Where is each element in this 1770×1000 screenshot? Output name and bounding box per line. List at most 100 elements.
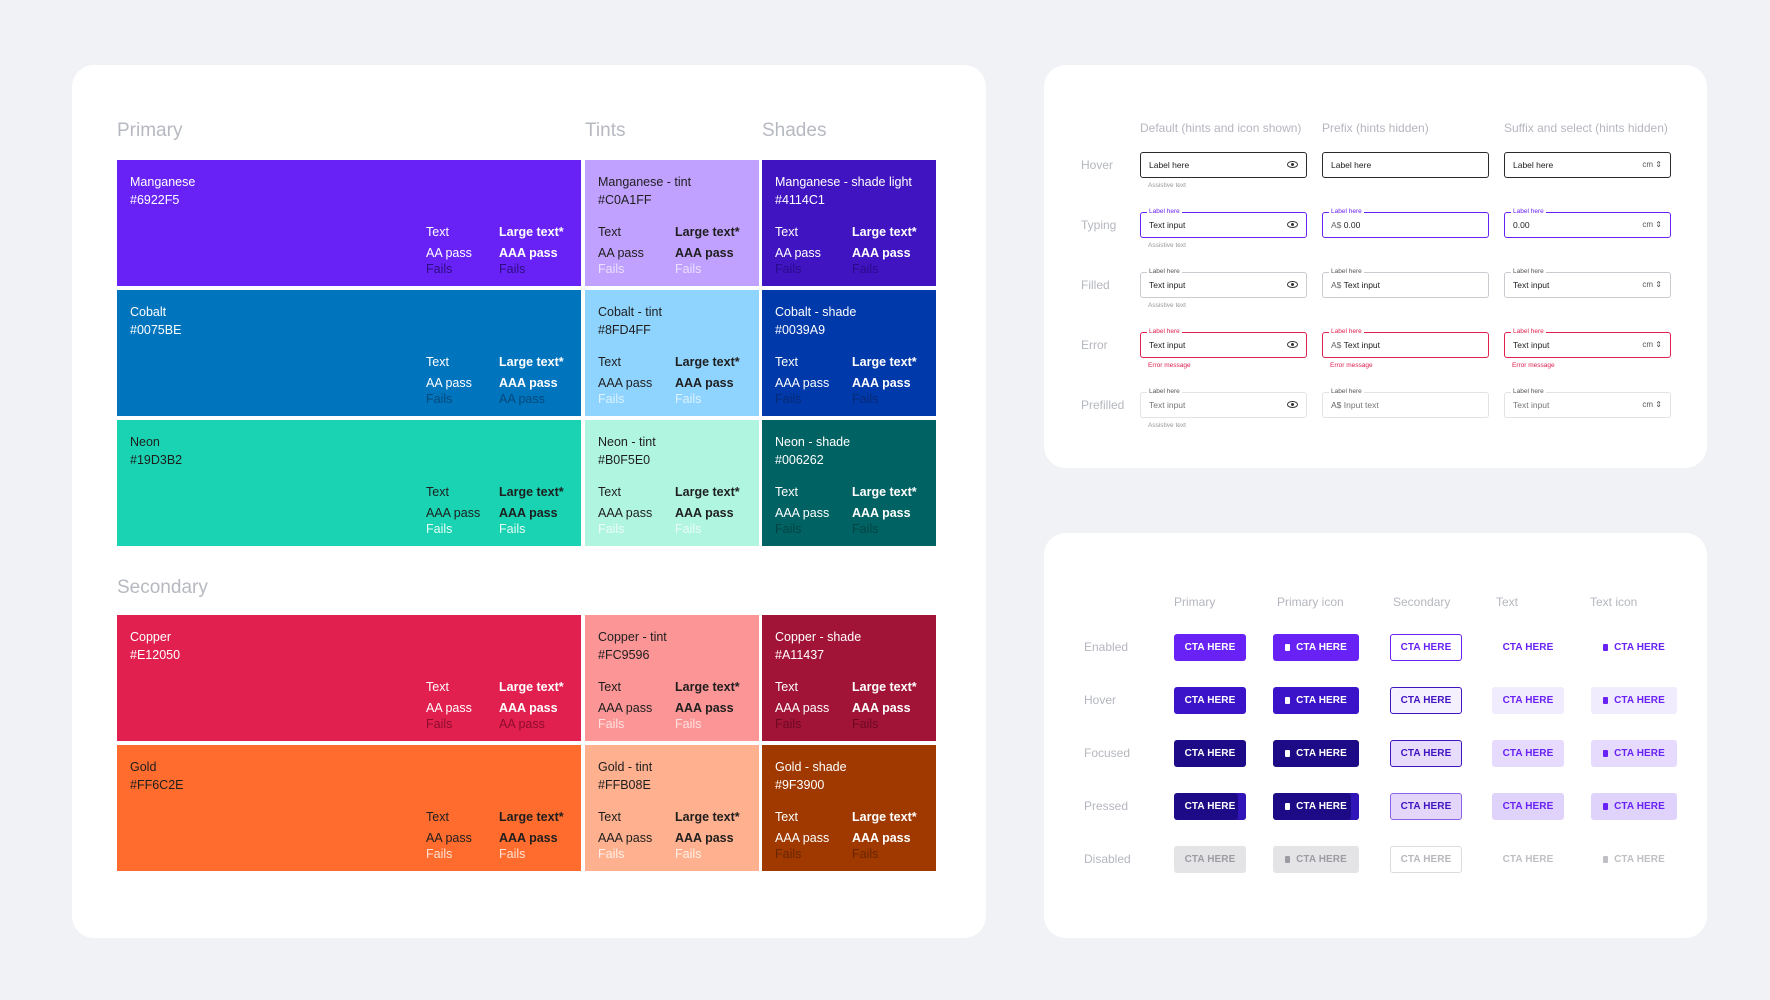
secondary-button[interactable]: CTA HERE <box>1390 687 1462 714</box>
input-state-label: Typing <box>1081 218 1117 232</box>
text-input-field[interactable]: Label here <box>1322 152 1489 178</box>
unit-select[interactable]: cm ⇕ <box>1642 400 1662 409</box>
text-input-field[interactable]: Label here A$ Text input <box>1322 268 1489 298</box>
color-swatch-gold-shade: Gold - shade #9F3900 Text Large text* AAA pa… <box>762 745 936 871</box>
primary-button[interactable]: CTA HERE <box>1174 793 1246 820</box>
contrast-large-fail: Fails <box>499 847 526 861</box>
floating-label: Label here <box>1329 268 1364 276</box>
text-icon-button[interactable]: CTA HERE <box>1591 687 1677 714</box>
primary-button[interactable]: CTA HERE <box>1174 634 1246 661</box>
contrast-header-text: Text <box>426 485 449 499</box>
button-column-header: Text icon <box>1590 595 1638 609</box>
swatch-hex: #FC9596 <box>598 648 650 662</box>
eye-icon[interactable] <box>1287 341 1298 348</box>
text-input-field[interactable]: Label here <box>1140 152 1307 178</box>
primary-icon-button[interactable]: CTA HERE <box>1273 740 1359 767</box>
primary-section-title: Primary <box>117 120 183 141</box>
swatch-name: Manganese - shade light <box>775 175 912 189</box>
contrast-text-fail: Fails <box>598 847 625 861</box>
secondary-button[interactable]: CTA HERE <box>1390 634 1462 661</box>
primary-icon-button[interactable]: CTA HERE <box>1273 793 1359 820</box>
contrast-header-large: Large text* <box>675 485 740 499</box>
text-button[interactable]: CTA HERE <box>1492 634 1564 661</box>
text-input-field[interactable]: Label here Text input <box>1140 268 1307 298</box>
text-input-field[interactable]: Label here Text input <box>1140 208 1307 238</box>
text-icon-button[interactable]: CTA HERE <box>1591 740 1677 767</box>
primary-icon-button[interactable]: CTA HERE <box>1273 687 1359 714</box>
input-value: Label here <box>1149 160 1190 170</box>
contrast-text-fail: Fails <box>775 717 802 731</box>
primary-icon-button[interactable]: CTA HERE <box>1273 634 1359 661</box>
eye-icon[interactable] <box>1287 281 1298 288</box>
input-value: Text input <box>1149 220 1186 230</box>
button-column-header: Primary <box>1174 595 1216 609</box>
unit-select[interactable]: cm ⇕ <box>1642 280 1662 289</box>
swatch-hex: #B0F5E0 <box>598 453 651 467</box>
button-label: CTA HERE <box>1614 854 1665 865</box>
text-button[interactable]: CTA HERE <box>1492 687 1564 714</box>
text-input-field[interactable]: Label here Text input cm ⇕ <box>1504 328 1671 358</box>
unit-select[interactable]: cm ⇕ <box>1642 160 1662 169</box>
contrast-text-result: AAA pass <box>598 376 653 390</box>
button-label: CTA HERE <box>1184 642 1236 653</box>
text-input-field[interactable]: Label here A$ 0.00 <box>1322 208 1489 238</box>
secondary-section-title: Secondary <box>117 577 208 598</box>
button-label: CTA HERE <box>1400 642 1452 653</box>
text-icon-button[interactable]: CTA HERE <box>1591 793 1677 820</box>
button-label: CTA HERE <box>1502 642 1554 653</box>
contrast-large-fail: Fails <box>499 262 526 276</box>
secondary-button[interactable]: CTA HERE <box>1390 740 1462 767</box>
button-label: CTA HERE <box>1400 854 1452 865</box>
eye-icon[interactable] <box>1287 221 1298 228</box>
input-value: A$ Text input <box>1331 333 1380 357</box>
cta-icon <box>1285 856 1291 863</box>
primary-button: CTA HERE <box>1174 846 1246 873</box>
eye-icon[interactable] <box>1287 161 1298 168</box>
cta-icon <box>1285 803 1291 810</box>
unit-select[interactable]: cm ⇕ <box>1642 340 1662 349</box>
contrast-header-large: Large text* <box>675 810 740 824</box>
unit-select[interactable]: cm ⇕ <box>1642 220 1662 229</box>
text-input-field[interactable]: Label here Text input <box>1140 388 1307 418</box>
text-input-field[interactable]: Label here Text input <box>1140 328 1307 358</box>
eye-icon[interactable] <box>1287 401 1298 408</box>
input-value: Text input <box>1149 340 1186 350</box>
contrast-text-result: AA pass <box>426 701 472 715</box>
text-input-field[interactable]: Label here Text input cm ⇕ <box>1504 268 1671 298</box>
contrast-header-large: Large text* <box>675 680 740 694</box>
text-input-field[interactable]: Label here Text input cm ⇕ <box>1504 388 1671 418</box>
text-button[interactable]: CTA HERE <box>1492 740 1564 767</box>
input-text: 0.00 <box>1343 220 1361 230</box>
primary-icon-button: CTA HERE <box>1273 846 1359 873</box>
contrast-text-result: AA pass <box>775 246 821 260</box>
input-column-header: Default (hints and icon shown) <box>1140 121 1302 135</box>
color-swatch-copper: Copper #E12050 Text Large text* AA pass AAA p… <box>117 615 581 741</box>
contrast-text-fail: Fails <box>775 847 802 861</box>
swatch-name: Gold - shade <box>775 760 847 774</box>
input-value: A$ Text input <box>1331 273 1380 297</box>
contrast-text-result: AA pass <box>598 246 644 260</box>
text-input-field[interactable]: Label here A$ Text input <box>1322 328 1489 358</box>
contrast-large-result: AAA pass <box>852 831 911 845</box>
button-column-header: Primary icon <box>1277 595 1344 609</box>
contrast-large-result: AAA pass <box>499 506 558 520</box>
contrast-text-fail: Fails <box>426 262 453 276</box>
floating-label: Label here <box>1147 328 1182 336</box>
text-icon-button[interactable]: CTA HERE <box>1591 634 1677 661</box>
contrast-text-result: AA pass <box>426 376 472 390</box>
button-label: CTA HERE <box>1296 695 1347 706</box>
assistive-text: Assistive text <box>1148 182 1186 189</box>
input-text: Text input <box>1343 340 1381 350</box>
error-message: Error message <box>1330 362 1373 369</box>
cta-icon <box>1285 697 1291 704</box>
input-value: Text input <box>1513 340 1550 350</box>
text-input-field[interactable]: Label here 0.00 cm ⇕ <box>1504 208 1671 238</box>
contrast-text-fail: Fails <box>426 522 453 536</box>
swatch-name: Cobalt <box>130 305 167 319</box>
secondary-button[interactable]: CTA HERE <box>1390 793 1462 820</box>
text-button[interactable]: CTA HERE <box>1492 793 1564 820</box>
primary-button[interactable]: CTA HERE <box>1174 740 1246 767</box>
text-input-field[interactable]: Label here A$ Input text <box>1322 388 1489 418</box>
primary-button[interactable]: CTA HERE <box>1174 687 1246 714</box>
text-input-field[interactable]: Label here cm ⇕ <box>1504 152 1671 178</box>
